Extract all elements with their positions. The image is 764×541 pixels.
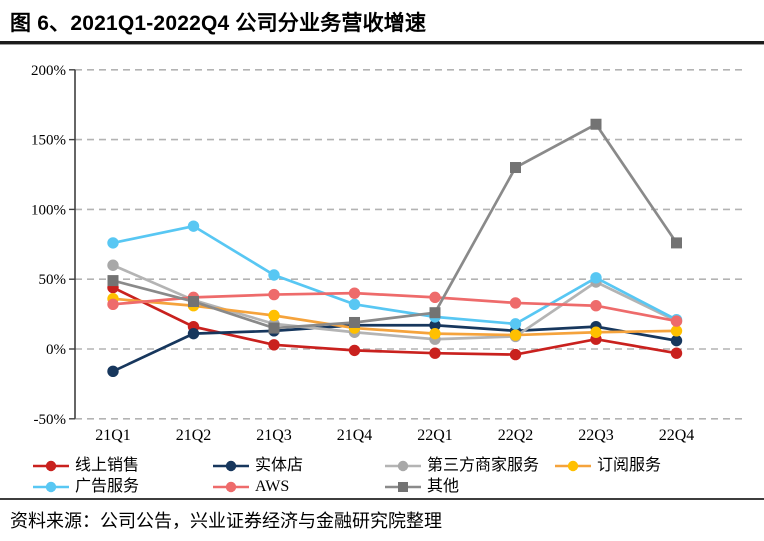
data-point-subscription-services bbox=[670, 325, 683, 337]
y-axis-label: -50% bbox=[34, 412, 67, 428]
series-line-physical-stores bbox=[112, 323, 677, 373]
legend-label-other: 其他 bbox=[427, 478, 460, 495]
legend-label-aws: AWS bbox=[255, 478, 290, 495]
legend-marker-other bbox=[385, 482, 421, 492]
y-axis-label: 100% bbox=[31, 202, 66, 218]
data-point-aws bbox=[268, 288, 280, 301]
data-point-aws bbox=[429, 291, 441, 304]
data-point-other bbox=[188, 296, 199, 308]
legend-marker-subscription-services bbox=[555, 460, 591, 472]
data-point-physical-stores bbox=[429, 319, 441, 331]
data-point-online-sales bbox=[268, 339, 280, 351]
legend-item-subscription-services: 订阅服务 bbox=[555, 456, 661, 476]
data-point-online-sales bbox=[670, 347, 683, 359]
legend-item-third-party-seller-services: 第三方商家服务 bbox=[385, 456, 539, 476]
data-point-physical-stores bbox=[670, 334, 683, 347]
legend-marker-third-party-seller-services bbox=[385, 460, 421, 472]
data-point-physical-stores bbox=[107, 365, 119, 378]
legend-item-advertising-services: 广告服务 bbox=[33, 477, 139, 497]
legend-label-advertising-services: 广告服务 bbox=[75, 478, 140, 495]
data-point-advertising-services bbox=[348, 298, 361, 311]
data-point-aws bbox=[590, 300, 602, 312]
y-axis-label: 150% bbox=[31, 133, 66, 149]
x-axis-label: 22Q3 bbox=[578, 427, 614, 444]
data-point-aws bbox=[348, 287, 361, 299]
data-point-other bbox=[590, 118, 602, 130]
legend-marker-aws bbox=[213, 481, 249, 493]
data-point-online-sales bbox=[509, 348, 522, 361]
data-point-physical-stores bbox=[187, 327, 200, 340]
x-axis-label: 21Q4 bbox=[337, 427, 373, 444]
data-point-other bbox=[349, 316, 360, 328]
series-line-aws bbox=[112, 291, 677, 323]
data-point-other bbox=[671, 237, 682, 249]
data-point-online-sales bbox=[429, 347, 441, 359]
data-point-advertising-services bbox=[268, 269, 280, 281]
series-line-third-party-seller-services bbox=[112, 264, 678, 341]
data-point-advertising-services bbox=[509, 318, 522, 330]
x-axis-label: 21Q2 bbox=[176, 427, 212, 444]
data-point-third-party-seller-services bbox=[107, 259, 119, 271]
data-point-subscription-services bbox=[509, 329, 522, 341]
legend-label-online-sales: 线上销售 bbox=[75, 457, 140, 474]
chart-legend-row-1: 线上销售 实体店 第三方商家服务 订阅服务 bbox=[0, 456, 764, 477]
data-point-subscription-services bbox=[429, 327, 441, 340]
figure-title: 图 6、2021Q1-2022Q4 公司分业务营收增速 bbox=[10, 12, 427, 35]
title-divider bbox=[0, 41, 764, 45]
data-point-advertising-services bbox=[590, 272, 602, 284]
chart-legend-row-2: 广告服务 AWS 其他 bbox=[0, 477, 764, 498]
data-point-other bbox=[510, 162, 521, 174]
data-point-subscription-services bbox=[268, 309, 280, 322]
legend-item-other: 其他 bbox=[385, 477, 459, 497]
y-axis-label: 50% bbox=[39, 272, 67, 288]
data-point-advertising-services bbox=[107, 237, 119, 249]
data-point-subscription-services bbox=[590, 326, 602, 338]
legend-item-aws: AWS bbox=[213, 477, 289, 497]
data-point-other bbox=[429, 307, 441, 319]
legend-label-third-party-seller-services: 第三方商家服务 bbox=[427, 457, 540, 474]
x-axis-label: 21Q3 bbox=[256, 427, 292, 444]
y-axis-label: 0% bbox=[46, 342, 66, 358]
legend-label-physical-stores: 实体店 bbox=[255, 457, 304, 474]
y-axis-label: 200% bbox=[31, 63, 66, 79]
legend-marker-online-sales bbox=[33, 460, 69, 472]
data-point-aws bbox=[670, 315, 683, 327]
x-axis-label: 22Q1 bbox=[417, 427, 453, 444]
series-line-advertising-services bbox=[112, 224, 678, 326]
data-point-other bbox=[268, 322, 280, 334]
data-point-online-sales bbox=[348, 344, 361, 357]
legend-item-physical-stores: 实体店 bbox=[213, 456, 303, 476]
legend-label-subscription-services: 订阅服务 bbox=[597, 457, 662, 474]
data-point-other bbox=[107, 275, 119, 287]
legend-marker-physical-stores bbox=[213, 460, 249, 472]
data-point-advertising-services bbox=[187, 220, 200, 232]
x-axis-label: 22Q4 bbox=[659, 427, 695, 444]
x-axis-label: 21Q1 bbox=[95, 427, 131, 444]
legend-item-online-sales: 线上销售 bbox=[33, 456, 139, 476]
legend-marker-advertising-services bbox=[33, 481, 69, 493]
data-point-aws bbox=[509, 297, 522, 309]
revenue-growth-line-chart: 200% 150% 100% 50% 0% -50% 21Q1 21Q2 21Q3 21Q4 22Q… bbox=[31, 63, 742, 444]
source-note: 资料来源：公司公告，兴业证券经济与金融研究院整理 bbox=[10, 511, 442, 531]
series-line-online-sales bbox=[112, 286, 677, 356]
x-axis-label: 22Q2 bbox=[498, 427, 534, 444]
data-point-aws bbox=[107, 298, 119, 311]
series-line-other bbox=[112, 122, 678, 330]
footer-divider bbox=[0, 498, 764, 500]
